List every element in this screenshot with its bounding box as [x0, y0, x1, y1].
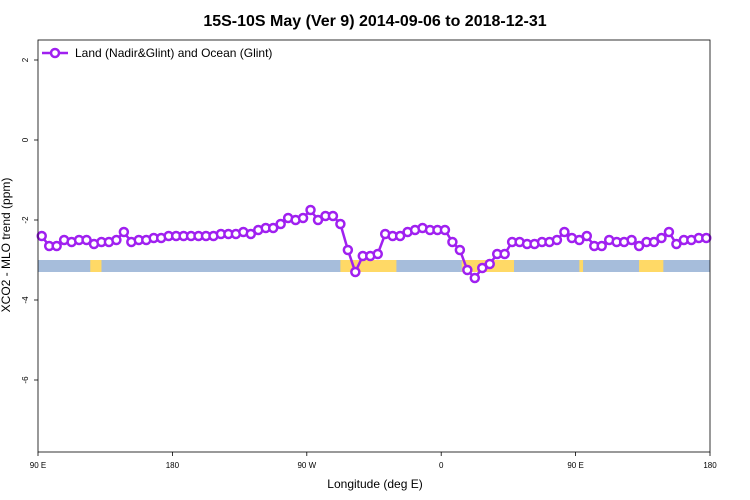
- x-tick-label: 180: [703, 461, 717, 470]
- data-point: [626, 234, 637, 246]
- data-point: [633, 240, 645, 252]
- data-point: [499, 248, 510, 260]
- plot-frame: [37, 39, 711, 453]
- data-point: [327, 210, 339, 222]
- data-point: [551, 234, 563, 246]
- data-point: [469, 272, 481, 284]
- data-point: [447, 236, 458, 248]
- data-point: [118, 226, 130, 238]
- data-point: [484, 258, 495, 270]
- data-point: [477, 262, 488, 274]
- legend-marker: [49, 47, 61, 59]
- data-point: [111, 234, 122, 246]
- x-tick-label: 0: [439, 461, 444, 470]
- chart-title: 15S-10S May (Ver 9) 2014-09-06 to 2018-1…: [203, 13, 546, 30]
- y-axis-label: XCO2 - MLO trend (ppm): [0, 178, 13, 313]
- plot-area: [36, 204, 712, 284]
- y-tick-label: -2: [21, 216, 30, 224]
- data-point: [342, 244, 354, 256]
- data-point: [305, 204, 316, 216]
- data-point: [81, 234, 92, 246]
- data-point: [350, 266, 361, 278]
- data-point: [312, 214, 324, 226]
- data-point: [297, 212, 309, 224]
- y-tick-label: -4: [21, 296, 30, 304]
- x-tick-label: 90 E: [567, 461, 583, 470]
- x-axis: 90 E 180 90 W 0 90 E 180: [30, 452, 717, 470]
- x-tick-label: 90 W: [297, 461, 316, 470]
- legend: Land (Nadir&Glint) and Ocean (Glint): [42, 46, 272, 60]
- y-tick-label: 0: [21, 137, 30, 142]
- y-axis: 2 0 -2 -4 -6: [21, 57, 38, 384]
- data-point: [701, 232, 712, 244]
- legend-label: Land (Nadir&Glint) and Ocean (Glint): [75, 46, 272, 60]
- x-tick-label: 90 E: [30, 461, 46, 470]
- land-span: [579, 260, 584, 272]
- data-point: [454, 244, 466, 256]
- y-tick-label: -6: [21, 376, 30, 384]
- y-tick-label: 2: [21, 57, 30, 62]
- land-span: [340, 260, 397, 272]
- data-point: [596, 240, 607, 252]
- data-point: [394, 230, 406, 242]
- data-point: [36, 230, 47, 242]
- data-point: [51, 240, 62, 252]
- x-axis-label: Longitude (deg E): [327, 477, 422, 491]
- data-point: [581, 230, 593, 242]
- data-point: [267, 222, 279, 234]
- data-point: [559, 226, 570, 238]
- data-point: [275, 218, 286, 230]
- data-point: [335, 218, 346, 230]
- land-span: [639, 260, 664, 272]
- data-point: [648, 236, 660, 248]
- data-point: [663, 226, 675, 238]
- data-point: [462, 264, 473, 276]
- land-span: [90, 260, 102, 272]
- data-point: [372, 248, 383, 260]
- data-point: [671, 238, 682, 250]
- data-point: [656, 232, 667, 244]
- data-point: [439, 224, 451, 236]
- x-tick-label: 180: [166, 461, 180, 470]
- data-point: [574, 234, 585, 246]
- data-point: [245, 228, 257, 240]
